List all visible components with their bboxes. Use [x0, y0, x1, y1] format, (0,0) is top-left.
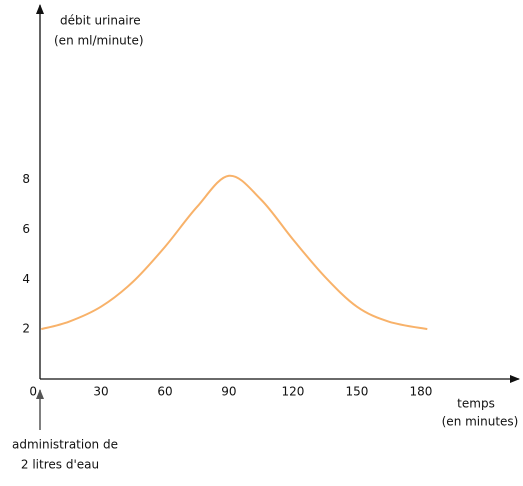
y-tick-label: 8	[22, 172, 30, 186]
x-tick-label: 150	[345, 385, 368, 399]
x-axis-label: temps	[457, 397, 495, 411]
x-axis-label: (en minutes)	[442, 415, 519, 429]
y-tick-label: 2	[22, 322, 30, 336]
annotation: administration de	[12, 438, 118, 452]
y-axis-label: (en ml/minute)	[54, 34, 144, 48]
x-tick-label: 90	[221, 385, 236, 399]
x-tick-label: 180	[409, 385, 432, 399]
x-tick-label: 120	[281, 385, 304, 399]
x-tick-label: 0	[29, 385, 37, 399]
annotation: 2 litres d'eau	[21, 458, 99, 472]
y-axis-label: débit urinaire	[60, 14, 141, 28]
y-tick-label: 6	[22, 222, 30, 236]
y-tick-label: 4	[22, 272, 30, 286]
x-tick-label: 60	[157, 385, 172, 399]
x-tick-label: 30	[93, 385, 108, 399]
data-line	[41, 174, 428, 331]
